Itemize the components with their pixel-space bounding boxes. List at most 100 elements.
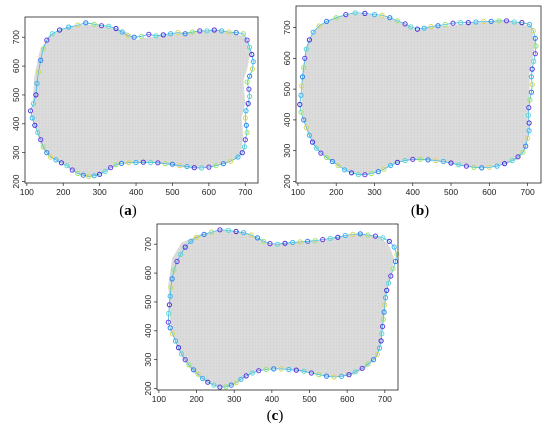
boundary-point-b	[394, 159, 400, 165]
boundary-point-a	[113, 162, 119, 168]
boundary-point-b	[408, 24, 414, 30]
boundary-point-a	[244, 129, 250, 136]
boundary-point-c	[290, 239, 296, 246]
boundary-point-c	[320, 237, 326, 243]
boundary-point-a	[233, 29, 239, 36]
boundary-point-a	[102, 168, 108, 175]
boundary-point-c	[271, 366, 277, 372]
boundary-point-c	[301, 368, 307, 374]
boundary-point-a	[53, 157, 59, 163]
boundary-point-c	[365, 361, 371, 367]
boundary-point-b	[362, 172, 368, 178]
region-b	[301, 13, 536, 175]
boundary-point-a	[113, 25, 119, 32]
boundary-point-c	[233, 228, 239, 235]
y-tick-label-b: 600	[282, 51, 292, 65]
boundary-point-b	[494, 163, 500, 169]
y-tick-label-c: 300	[143, 352, 153, 366]
boundary-point-b	[335, 162, 341, 169]
boundary-point-b	[523, 143, 529, 149]
boundary-point-a	[247, 44, 253, 50]
y-tick-label-b: 300	[282, 143, 292, 157]
boundary-point-a	[98, 23, 105, 29]
x-tick-label-b: 100	[291, 187, 305, 197]
boundary-point-b	[527, 97, 533, 103]
boundary-point-b	[417, 156, 423, 162]
boundary-point-b	[526, 105, 532, 111]
boundary-point-a	[247, 73, 253, 79]
boundary-point-a	[239, 150, 245, 156]
region-c	[168, 230, 395, 388]
boundary-point-c	[167, 293, 173, 299]
boundary-point-b	[394, 18, 400, 24]
boundary-point-b	[379, 12, 385, 18]
boundary-point-b	[526, 21, 533, 28]
x-tick-label-c: 400	[265, 394, 279, 404]
boundary-point-a	[30, 101, 37, 107]
boundary-point-b	[526, 128, 532, 134]
boundary-point-a	[83, 20, 89, 26]
boundary-point-c	[346, 372, 352, 378]
boundary-point-c	[386, 238, 392, 244]
boundary-point-a	[241, 144, 248, 150]
boundary-point-c	[256, 368, 262, 374]
boundary-point-c	[350, 231, 356, 237]
boundary-point-b	[368, 170, 374, 177]
x-tick-label-c: 700	[378, 394, 392, 404]
boundary-point-b	[471, 164, 477, 170]
boundary-point-c	[381, 309, 387, 315]
boundary-point-a	[44, 37, 50, 43]
boundary-point-b	[299, 74, 306, 80]
y-tick-label-b: 500	[282, 82, 292, 96]
boundary-point-a	[91, 21, 97, 27]
boundary-point-b	[388, 162, 394, 169]
boundary-point-a	[247, 93, 253, 100]
region-a	[32, 24, 251, 178]
boundary-point-b	[318, 150, 324, 156]
boundary-point-b	[486, 164, 492, 170]
x-tick-label-a: 300	[93, 187, 107, 197]
boundary-point-b	[479, 165, 485, 171]
boundary-point-c	[267, 241, 273, 247]
boundary-point-a	[204, 28, 210, 34]
boundary-point-b	[310, 29, 316, 35]
boundary-point-b	[303, 46, 309, 52]
boundary-point-c	[384, 287, 390, 293]
boundary-point-c	[182, 244, 188, 250]
boundary-point-a	[69, 167, 75, 173]
y-tick-label-c: 400	[143, 323, 153, 337]
y-tick-label-a: 700	[11, 30, 21, 44]
boundary-point-b	[381, 166, 387, 172]
boundary-point-b	[509, 157, 515, 164]
boundary-point-b	[473, 19, 479, 25]
boundary-point-b	[402, 157, 408, 164]
boundary-point-c	[342, 232, 348, 239]
boundary-point-a	[244, 79, 250, 85]
boundary-point-c	[293, 367, 299, 373]
boundary-point-c	[380, 235, 386, 241]
boundary-point-c	[211, 382, 217, 388]
y-tick-label-a: 500	[11, 88, 21, 102]
boundary-point-b	[301, 65, 307, 71]
plot-frame-b	[295, 5, 542, 184]
boundary-point-a	[35, 129, 41, 136]
boundary-point-a	[242, 137, 248, 143]
x-tick-label-b: 400	[406, 187, 420, 197]
boundary-point-a	[243, 122, 249, 128]
boundary-point-a	[97, 171, 103, 177]
boundary-point-c	[238, 376, 244, 382]
boundary-point-c	[365, 232, 371, 238]
x-tick-label-b: 500	[444, 187, 458, 197]
boundary-point-c	[169, 276, 175, 282]
boundary-point-c	[217, 384, 223, 390]
boundary-point-c	[217, 227, 223, 233]
boundary-point-a	[153, 33, 159, 39]
panel-label-c: (c)	[267, 408, 284, 424]
boundary-point-b	[525, 112, 532, 118]
panel-label-a: (a)	[119, 203, 137, 219]
boundary-point-b	[515, 154, 521, 160]
boundary-point-b	[301, 117, 307, 123]
boundary-point-c	[174, 258, 180, 265]
x-tick-label-c: 600	[340, 394, 354, 404]
